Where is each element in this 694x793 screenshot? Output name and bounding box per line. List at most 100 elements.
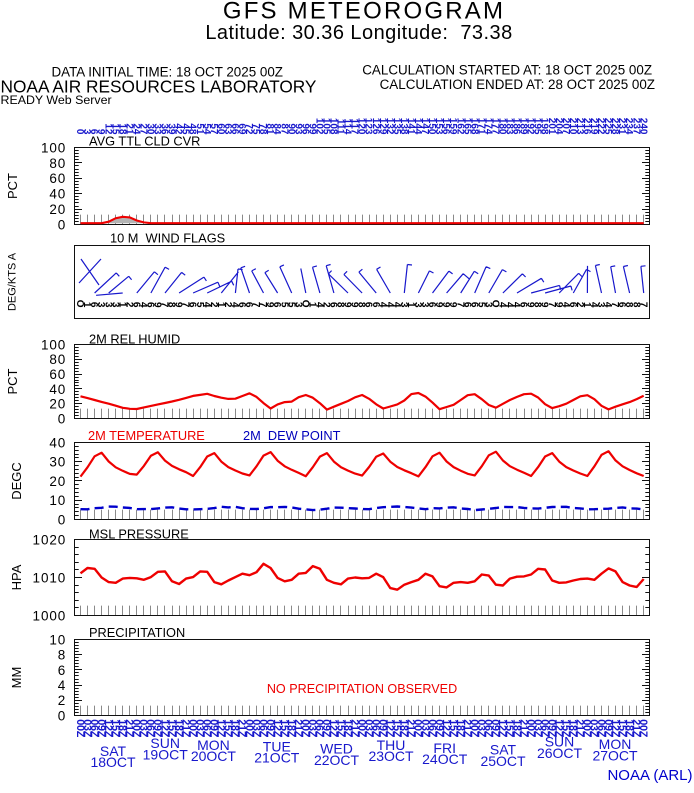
svg-text:54: 54 xyxy=(201,123,212,135)
svg-text:1: 1 xyxy=(405,302,416,308)
svg-text:6: 6 xyxy=(88,302,99,308)
svg-text:15Z: 15Z xyxy=(560,719,572,737)
svg-text:O: O xyxy=(490,300,501,308)
svg-text:09Z: 09Z xyxy=(264,719,276,737)
svg-text:7: 7 xyxy=(257,302,268,308)
svg-text:4: 4 xyxy=(511,302,522,308)
svg-text:237: 237 xyxy=(630,118,641,135)
svg-text:3: 3 xyxy=(419,302,430,308)
svg-text:159: 159 xyxy=(447,118,458,135)
svg-text:100: 100 xyxy=(41,140,66,155)
svg-text:03Z: 03Z xyxy=(137,719,149,737)
svg-text:00Z: 00Z xyxy=(243,719,255,737)
svg-text:93: 93 xyxy=(292,123,303,135)
svg-text:36: 36 xyxy=(159,123,170,135)
svg-text:10: 10 xyxy=(49,493,66,508)
svg-text:00Z: 00Z xyxy=(581,719,593,737)
svg-text:213: 213 xyxy=(574,118,585,135)
svg-text:03Z: 03Z xyxy=(81,719,93,737)
svg-text:20: 20 xyxy=(49,202,66,217)
svg-text:3: 3 xyxy=(95,302,106,308)
svg-text:06Z: 06Z xyxy=(257,719,269,737)
svg-text:TUE: TUE xyxy=(263,738,291,754)
svg-text:6: 6 xyxy=(187,302,198,308)
svg-text:12Z: 12Z xyxy=(158,719,170,737)
svg-text:6: 6 xyxy=(616,302,627,308)
svg-text:162: 162 xyxy=(454,118,465,135)
svg-text:18Z: 18Z xyxy=(285,719,297,737)
svg-text:6: 6 xyxy=(58,663,66,678)
svg-text:24OCT: 24OCT xyxy=(422,751,468,767)
svg-text:3: 3 xyxy=(109,302,120,308)
svg-text:219: 219 xyxy=(588,118,599,135)
svg-text:9: 9 xyxy=(173,302,184,308)
svg-text:234: 234 xyxy=(623,118,634,135)
svg-text:5: 5 xyxy=(278,302,289,308)
svg-text:183: 183 xyxy=(504,118,515,135)
svg-text:120: 120 xyxy=(356,118,367,135)
svg-text:21Z: 21Z xyxy=(630,719,642,737)
svg-text:18Z: 18Z xyxy=(341,719,353,737)
svg-text:225: 225 xyxy=(602,118,613,135)
svg-text:3: 3 xyxy=(595,302,606,308)
svg-text:150: 150 xyxy=(426,118,437,135)
svg-text:81: 81 xyxy=(264,123,275,135)
svg-text:3: 3 xyxy=(81,129,92,135)
svg-text:192: 192 xyxy=(525,118,536,135)
svg-text:O: O xyxy=(299,300,310,308)
svg-text:DEG/KTS A: DEG/KTS A xyxy=(6,252,18,311)
svg-text:4: 4 xyxy=(377,302,388,308)
svg-text:2M REL HUMID: 2M REL HUMID xyxy=(89,331,180,346)
svg-text:21Z: 21Z xyxy=(292,719,304,737)
svg-text:21Z: 21Z xyxy=(179,719,191,737)
svg-text:CALCULATION STARTED AT: 18 OCT: CALCULATION STARTED AT: 18 OCT 2025 00Z xyxy=(362,63,652,78)
svg-text:NO PRECIPITATION OBSERVED: NO PRECIPITATION OBSERVED xyxy=(267,682,457,696)
svg-text:4: 4 xyxy=(391,302,402,308)
svg-text:10 M WIND FLAGS: 10 M WIND FLAGS xyxy=(110,231,225,246)
svg-text:15Z: 15Z xyxy=(278,719,290,737)
svg-text:7: 7 xyxy=(180,302,191,308)
svg-text:09Z: 09Z xyxy=(377,719,389,737)
svg-text:21Z: 21Z xyxy=(461,719,473,737)
svg-text:7: 7 xyxy=(546,302,557,308)
svg-text:SUN: SUN xyxy=(545,734,575,750)
svg-text:9: 9 xyxy=(440,302,451,308)
svg-text:5: 5 xyxy=(475,302,486,308)
svg-text:06Z: 06Z xyxy=(88,719,100,737)
svg-text:147: 147 xyxy=(419,118,430,135)
svg-text:60: 60 xyxy=(49,367,66,382)
svg-text:102: 102 xyxy=(314,118,325,135)
svg-text:12Z: 12Z xyxy=(440,719,452,737)
svg-text:177: 177 xyxy=(490,118,501,135)
svg-text:09Z: 09Z xyxy=(489,719,501,737)
svg-text:7: 7 xyxy=(609,302,620,308)
svg-text:06Z: 06Z xyxy=(201,719,213,737)
svg-text:0: 0 xyxy=(58,217,66,232)
svg-text:8: 8 xyxy=(166,302,177,308)
svg-text:30: 30 xyxy=(145,123,156,135)
svg-text:15Z: 15Z xyxy=(391,719,403,737)
svg-text:12Z: 12Z xyxy=(215,719,227,737)
svg-text:39: 39 xyxy=(166,123,177,135)
svg-text:228: 228 xyxy=(609,118,620,135)
svg-text:45: 45 xyxy=(180,123,191,135)
svg-text:18Z: 18Z xyxy=(567,719,579,737)
svg-text:144: 144 xyxy=(412,118,423,135)
svg-text:99: 99 xyxy=(306,123,317,135)
svg-text:15Z: 15Z xyxy=(616,719,628,737)
svg-text:6: 6 xyxy=(370,302,381,308)
svg-text:8: 8 xyxy=(356,302,367,308)
svg-text:18Z: 18Z xyxy=(623,719,635,737)
svg-text:6: 6 xyxy=(426,302,437,308)
svg-text:2: 2 xyxy=(321,302,332,308)
svg-text:18OCT: 18OCT xyxy=(90,754,136,770)
svg-text:HPA: HPA xyxy=(9,564,24,590)
svg-text:153: 153 xyxy=(433,118,444,135)
svg-text:75: 75 xyxy=(250,123,261,135)
svg-text:9: 9 xyxy=(553,302,564,308)
svg-text:6: 6 xyxy=(363,302,374,308)
svg-text:Latitude: 30.36 Longitude: 73: Latitude: 30.36 Longitude: 73.38 xyxy=(205,22,512,44)
svg-text:1: 1 xyxy=(116,302,127,308)
svg-text:135: 135 xyxy=(391,118,402,135)
svg-text:105: 105 xyxy=(321,118,332,135)
